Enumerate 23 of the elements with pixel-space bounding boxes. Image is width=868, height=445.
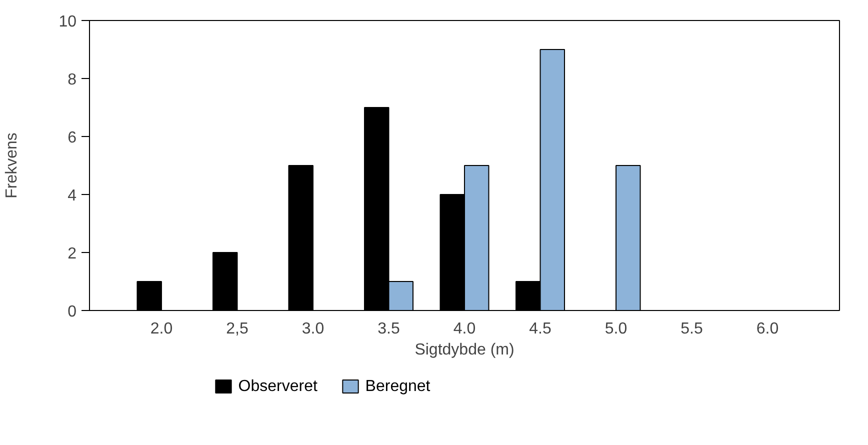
x-tick-label: 5.5 xyxy=(680,320,703,338)
x-tick-label: 4.0 xyxy=(453,320,476,338)
legend-label: Beregnet xyxy=(365,378,431,395)
y-axis-title: Frekvens xyxy=(4,132,21,198)
y-tick-label: 2 xyxy=(68,246,77,262)
x-axis-title: Sigtdybde (m) xyxy=(414,342,514,358)
bar xyxy=(288,165,314,310)
x-tick-label: 4.5 xyxy=(529,320,552,338)
x-tick-label: 2.0 xyxy=(150,320,173,338)
x-tick-label: 5.0 xyxy=(604,320,628,338)
bar xyxy=(212,252,238,310)
x-tick-label: 3.0 xyxy=(302,320,324,338)
bar xyxy=(136,281,162,310)
bar xyxy=(616,165,641,310)
legend-label: Observeret xyxy=(238,378,318,395)
y-tick-label: 4 xyxy=(68,188,77,204)
x-tick-label: 6.0 xyxy=(756,320,779,338)
y-tick-label: 6 xyxy=(68,130,77,146)
y-tick-label: 8 xyxy=(68,72,77,88)
y-tick-label: 10 xyxy=(58,14,77,30)
y-tick-label: 0 xyxy=(68,304,77,320)
x-tick-label: 3.5 xyxy=(378,320,400,338)
x-tick-label: 2,5 xyxy=(226,320,248,338)
